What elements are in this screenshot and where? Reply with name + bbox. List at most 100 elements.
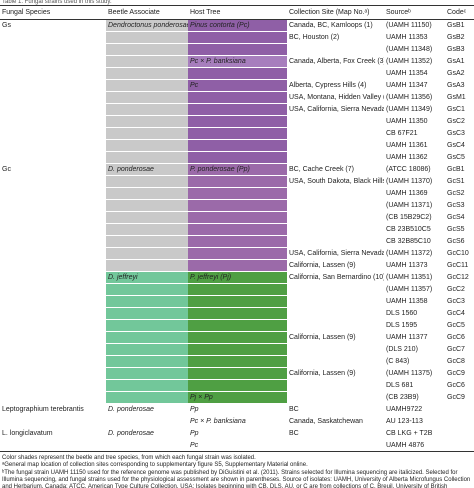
table-cell xyxy=(287,343,384,356)
table-cell: UAMH 11373 xyxy=(384,259,445,272)
table-cell xyxy=(0,187,106,200)
table-row: D. jeffreyi P. jeffreyi (Pj) California, S… xyxy=(0,271,474,284)
table-cell xyxy=(188,43,287,56)
table-cell: CB 23B510C5 xyxy=(384,223,445,236)
table-cell: DLS 681 xyxy=(384,379,445,392)
table-cell xyxy=(188,187,287,200)
table-cell: GsB1 xyxy=(445,19,474,32)
table-row: USA, South Dakota, Black Hills (8)(UAMH … xyxy=(0,175,474,188)
table-cell xyxy=(188,67,287,80)
table-cell xyxy=(445,403,474,416)
table-cell: GsC1 xyxy=(445,103,474,116)
table-cell xyxy=(106,79,188,92)
table-cell xyxy=(287,211,384,224)
table-cell: UAMH 11358 xyxy=(384,295,445,308)
table-row: UAMH 11354 GsA2 xyxy=(0,67,474,80)
table-cell: GcS3 xyxy=(445,199,474,212)
table-cell xyxy=(188,355,287,368)
table-cell: BC, Houston (2) xyxy=(287,31,384,44)
table-cell xyxy=(287,151,384,164)
table-cell xyxy=(106,259,188,272)
table-cell: CB LKG + T2B xyxy=(384,427,445,440)
table-cell: (UAMH 11352) xyxy=(384,55,445,68)
table-cell: (DLS 210) xyxy=(384,343,445,356)
table-cell xyxy=(188,307,287,320)
table-cell: USA, Montana, Hidden Valley (5) xyxy=(287,91,384,104)
table-cell xyxy=(106,43,188,56)
table-cell xyxy=(0,343,106,356)
table-cell: Pc × P. banksiana xyxy=(188,55,287,68)
table-cell xyxy=(106,391,188,404)
table-cell: Pc × P. banksiana xyxy=(188,415,287,428)
table-cell: AU 123-113 xyxy=(384,415,445,428)
table-cell: D. ponderosae xyxy=(106,427,188,440)
table-cell: California, Lassen (9) xyxy=(287,367,384,380)
table-cell xyxy=(0,271,106,284)
column-header: Fungal Species xyxy=(0,5,106,20)
table-cell: UAMH9722 xyxy=(384,403,445,416)
table-cell xyxy=(188,295,287,308)
table-cell: BC xyxy=(287,403,384,416)
table-row: California, Lassen (9) UAMH 11373 GcC11 xyxy=(0,259,474,272)
table-cell: USA, South Dakota, Black Hills (8) xyxy=(287,175,384,188)
table-cell: GcC8 xyxy=(445,355,474,368)
table-cell xyxy=(0,223,106,236)
table-row: DLS 1595 GcC5 xyxy=(0,319,474,332)
table-cell: GsA3 xyxy=(445,79,474,92)
table-cell: USA, California, Sierra Nevada (6) xyxy=(287,247,384,260)
table-cell xyxy=(106,235,188,248)
table-cell xyxy=(287,295,384,308)
footnote: ᵇThe fungal strain UAMH 11150 used for t… xyxy=(2,469,471,488)
table-cell xyxy=(0,139,106,152)
table-row: Gs Dendroctonus ponderosae Pinus contorta … xyxy=(0,19,474,32)
table-cell: Pj × Pp xyxy=(188,391,287,404)
column-header: Sourceᵇ xyxy=(384,5,445,20)
table-cell: GsA2 xyxy=(445,67,474,80)
table-cell xyxy=(0,247,106,260)
table-cell xyxy=(106,55,188,68)
table-cell xyxy=(188,139,287,152)
table-cell xyxy=(106,199,188,212)
caption: Table 1. Fungal strains used in this stu… xyxy=(2,0,112,5)
table-cell: P. ponderosae (Pp) xyxy=(188,163,287,176)
table-cell: DLS 1560 xyxy=(384,307,445,320)
table-cell: GcC9 xyxy=(445,367,474,380)
table-row: (C 843) GcC8 xyxy=(0,355,474,368)
table-cell: (C 843) xyxy=(384,355,445,368)
table-cell xyxy=(106,319,188,332)
column-header: Codeᶜ xyxy=(445,5,474,20)
table-cell xyxy=(0,127,106,140)
table-cell xyxy=(0,79,106,92)
table-cell: (UAMH 11371) xyxy=(384,199,445,212)
table-cell xyxy=(106,379,188,392)
table-cell: GcS5 xyxy=(445,223,474,236)
table-cell xyxy=(188,283,287,296)
table-cell: (UAMH 11349) xyxy=(384,103,445,116)
table-cell xyxy=(106,187,188,200)
table-cell xyxy=(287,439,384,452)
table-cell: Gs xyxy=(0,19,106,32)
table-cell xyxy=(106,103,188,116)
table-cell xyxy=(106,247,188,260)
table-row: USA, Montana, Hidden Valley (5) (UAMH 113… xyxy=(0,91,474,104)
table-cell: (UAMH 11370) xyxy=(384,175,445,188)
table-cell: GcC6 xyxy=(445,331,474,344)
table-cell: D. ponderosae xyxy=(106,163,188,176)
table-cell xyxy=(287,127,384,140)
table-cell xyxy=(188,151,287,164)
column-header: Collection Site (Map No.ᵃ) xyxy=(287,5,384,20)
table-row: USA, California, Sierra Nevada (6)(UAMH … xyxy=(0,247,474,260)
table-cell xyxy=(188,199,287,212)
table-cell: GcC5 xyxy=(445,319,474,332)
column-header: Host Tree xyxy=(188,5,287,20)
table-cell xyxy=(287,379,384,392)
table-cell xyxy=(188,367,287,380)
table-cell: Leptographium terebrantis xyxy=(0,403,106,416)
table-cell xyxy=(188,127,287,140)
table-cell xyxy=(106,439,188,452)
table-cell: (UAMH 11351) xyxy=(384,271,445,284)
table-cell xyxy=(106,355,188,368)
table-cell: (CB 15B29C2) xyxy=(384,211,445,224)
table-cell: GcC3 xyxy=(445,295,474,308)
